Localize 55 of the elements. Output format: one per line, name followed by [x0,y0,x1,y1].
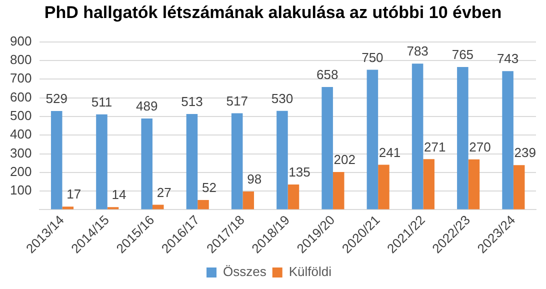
bar [513,165,525,210]
y-tick-label: 400 [10,126,32,142]
bar [366,70,378,210]
y-tick-label: 600 [10,89,32,104]
data-label: 530 [271,90,294,106]
y-tick-label: 800 [10,52,32,68]
data-label: 239 [514,145,536,160]
bar [242,191,254,210]
data-label: 743 [496,51,519,66]
data-label: 202 [334,152,356,168]
bar [62,206,74,210]
data-label: 513 [181,94,203,110]
y-tick-label: 100 [10,182,32,198]
data-label: 658 [316,67,338,82]
data-label: 14 [112,187,126,202]
bar [50,111,62,210]
data-label: 135 [288,164,310,180]
y-tick-label: 700 [10,70,32,86]
bar [152,204,164,210]
bar [141,118,152,210]
bar [332,172,344,210]
bar [322,86,333,210]
bar [231,113,243,210]
data-label: 271 [424,139,446,154]
legend-label: Külföldi [288,264,332,280]
bar [502,71,514,210]
chart-title: PhD hallgatók létszámának alakulása az utóbbi 10 évben [43,2,503,24]
data-label: 517 [226,93,248,108]
data-label: 750 [362,50,384,65]
data-label: 511 [91,94,112,110]
y-tick-label: 900 [10,33,32,48]
y-tick-label: 500 [10,108,32,124]
y-tick-label: 300 [10,145,32,160]
data-label: 98 [247,172,262,187]
bar [96,114,108,210]
bar [378,164,390,210]
bar [186,114,198,210]
bar [198,200,209,210]
y-tick-label: 200 [10,164,32,179]
data-label: 765 [452,47,474,62]
data-label: 241 [378,144,401,160]
legend-label: Összes [223,264,267,280]
bar [423,159,434,210]
data-label: 270 [469,139,491,154]
bar [457,66,468,210]
data-label: 489 [136,98,158,114]
bar [288,184,300,210]
data-label: 27 [156,184,172,200]
data-label: 529 [46,91,68,106]
data-label: 783 [406,44,428,59]
bar [412,64,424,210]
bar [468,159,480,210]
data-label: 17 [66,186,82,202]
data-label: 52 [202,180,216,196]
bar [276,110,288,210]
